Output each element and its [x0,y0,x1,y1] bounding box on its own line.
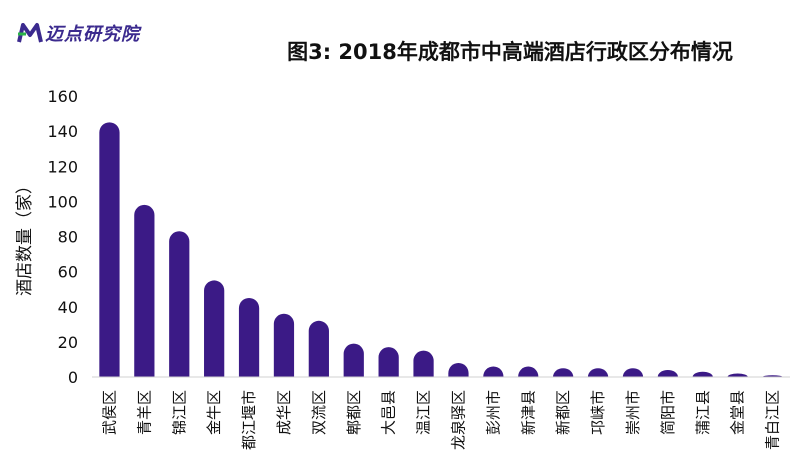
x-tick-label: 新津县 [519,390,537,435]
y-tick-label: 40 [58,298,78,317]
bars [99,122,783,378]
logo-text: 迈点研究院 [45,24,140,45]
chart-title: 图3: 2018年成都市中高端酒店行政区分布情况 [287,40,733,64]
y-tick-label: 100 [47,192,78,211]
y-tick-label: 80 [58,228,78,247]
x-tick-label: 蒲江县 [694,390,712,435]
x-tick-label: 彭州市 [484,390,502,435]
y-tick-label: 160 [47,87,78,106]
bar [553,368,574,377]
y-axis-ticks: 0 20 40 60 80 100 120 140 160 [47,87,78,387]
x-tick-label: 锦江区 [170,390,188,435]
x-tick-label: 邛崃市 [589,390,607,435]
x-tick-label: 双流区 [310,390,328,435]
y-tick-label: 0 [68,368,78,387]
bar [273,313,295,377]
bar [727,373,748,377]
y-tick-label: 120 [47,157,78,176]
bar [343,343,364,377]
bar [587,368,609,377]
bar [378,347,399,377]
bar [448,362,469,377]
bar [692,371,713,377]
y-tick-label: 60 [58,263,78,282]
bar [413,350,434,377]
bar [134,204,155,377]
x-tick-label: 金牛区 [205,390,223,435]
bar [204,280,225,377]
y-tick-label: 140 [47,122,78,141]
x-tick-label: 金堂县 [729,390,747,435]
x-tick-label: 青羊区 [135,390,153,435]
bar [622,368,644,377]
bar [99,122,120,378]
y-tick-label: 20 [58,333,78,352]
m-logo-icon [17,23,43,43]
x-axis-categories: 武侯区 青羊区 锦江区 金牛区 都江堰市 成华区 双流区 郫都区 大邑县 温江区 龙泉驿区 彭州市 新津… [100,390,781,450]
x-tick-label: 大邑县 [380,390,398,435]
logo: 迈点研究院 [17,16,140,50]
x-tick-label: 崇州市 [624,390,642,435]
bar [169,231,190,377]
bar [518,366,539,377]
x-tick-label: 武侯区 [100,390,118,435]
x-tick-label: 龙泉驿区 [449,390,467,450]
x-tick-label: 都江堰市 [240,390,258,450]
x-tick-label: 郫都区 [345,390,363,435]
x-tick-label: 新都区 [554,390,572,435]
bar [657,369,678,377]
y-axis-label: 酒店数量（家） [15,177,35,296]
x-tick-label: 简阳市 [659,390,677,435]
bar [238,297,260,377]
x-tick-label: 温江区 [415,390,433,435]
bar [308,320,329,377]
bar [483,366,504,377]
x-tick-label: 青白江区 [764,390,782,450]
x-tick-label: 成华区 [275,390,293,435]
